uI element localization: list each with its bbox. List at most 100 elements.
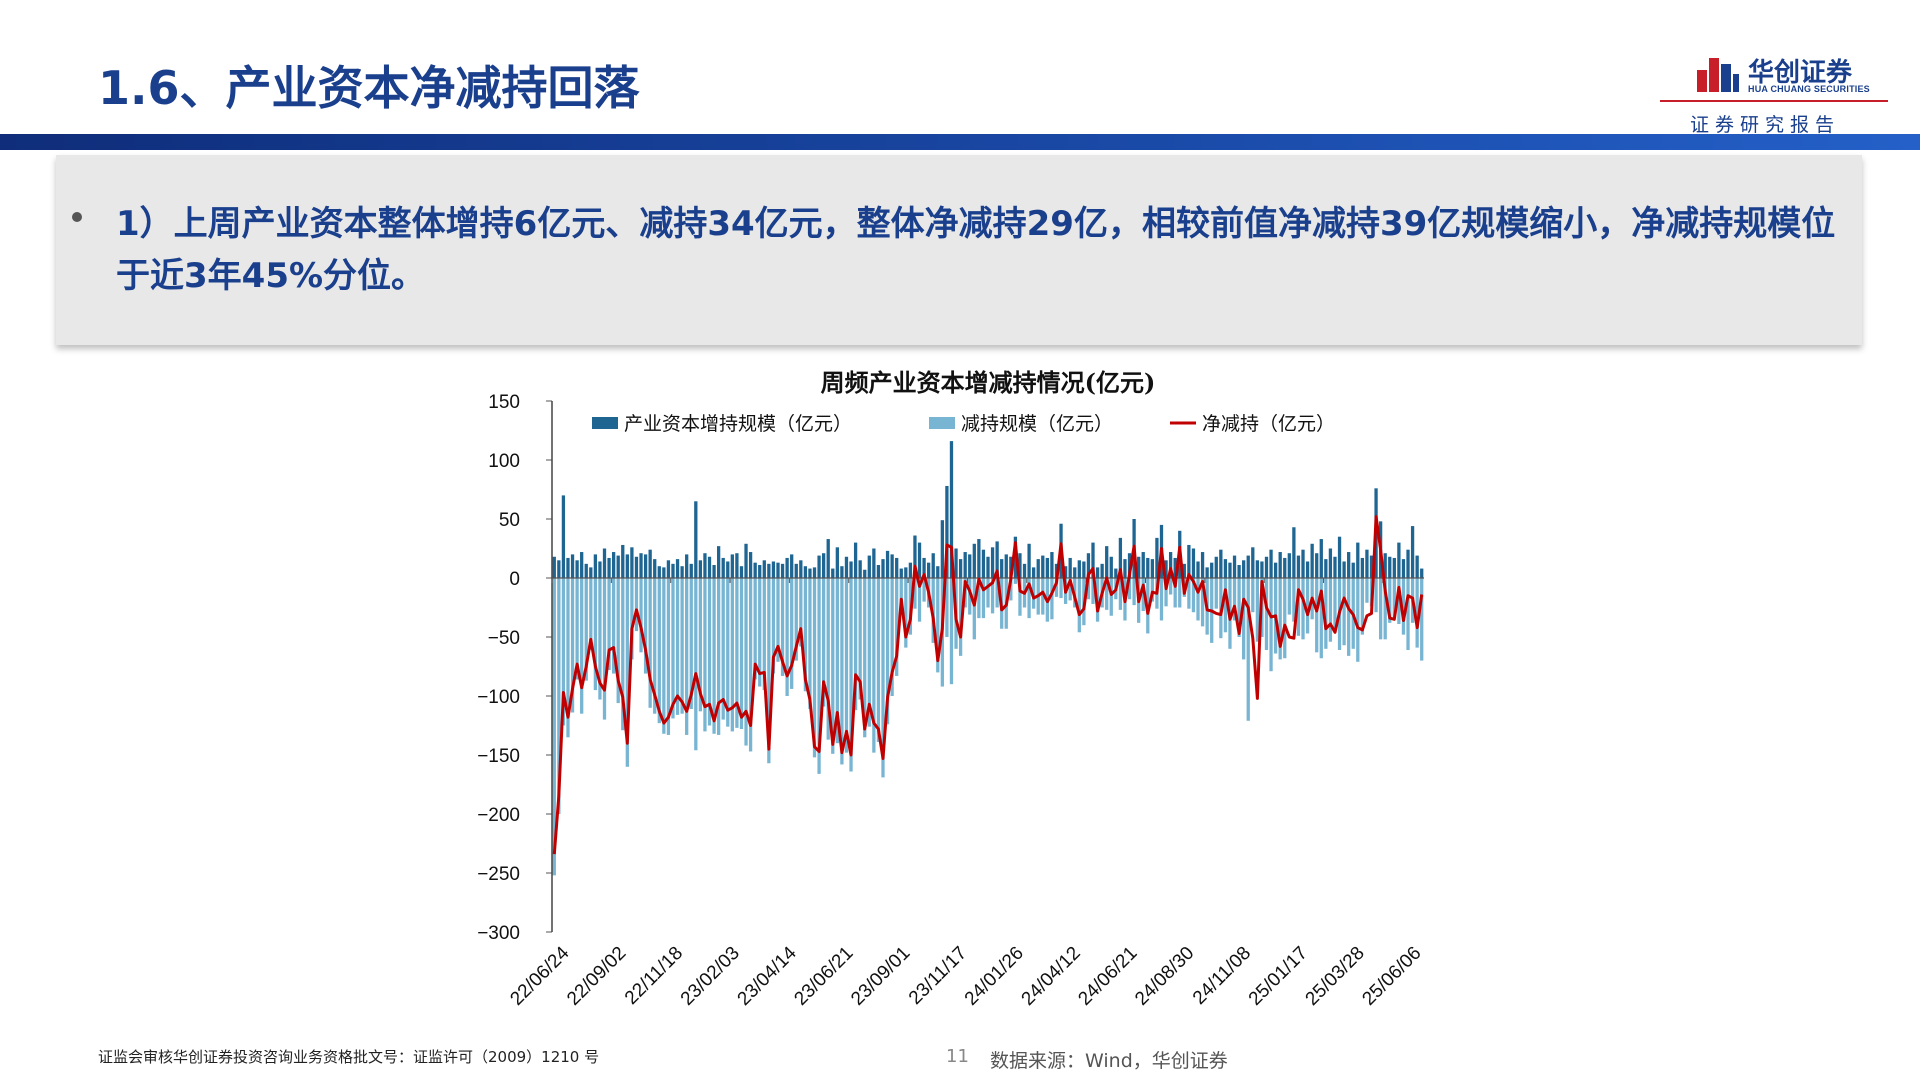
increase-bar	[931, 553, 935, 578]
increase-bar	[1022, 563, 1027, 578]
increase-bar	[895, 557, 899, 578]
decrease-bar	[1050, 578, 1054, 620]
decrease-bar	[831, 578, 835, 754]
decrease-bar	[1328, 578, 1333, 642]
y-tick-label: −150	[477, 746, 520, 767]
x-tick-label: 22/06/24	[506, 942, 573, 1009]
increase-bar	[584, 563, 588, 578]
decrease-bar	[876, 578, 881, 743]
decrease-bar	[1333, 578, 1337, 633]
increase-bar	[1392, 557, 1396, 578]
y-tick-label: 100	[488, 451, 520, 472]
x-tick-label: 25/03/28	[1302, 943, 1369, 1010]
decrease-bar	[712, 578, 716, 734]
decrease-bar	[945, 578, 949, 637]
x-tick-label: 23/04/14	[734, 942, 801, 1009]
increase-bar	[694, 501, 698, 578]
increase-bar	[648, 549, 652, 578]
increase-bar	[1342, 561, 1346, 578]
decrease-bar	[1054, 578, 1059, 597]
increase-bar	[570, 554, 575, 578]
decrease-bar	[552, 578, 556, 876]
increase-bar	[858, 560, 862, 578]
decrease-bar	[1105, 578, 1109, 610]
increase-bar	[977, 539, 981, 578]
decrease-bar	[904, 578, 908, 648]
decrease-bar	[1388, 578, 1392, 623]
decrease-bar	[689, 578, 693, 709]
increase-bar	[1301, 549, 1305, 578]
decrease-bar	[685, 578, 689, 735]
x-tick-label: 24/04/12	[1018, 943, 1085, 1010]
increase-bar	[1292, 527, 1296, 578]
decrease-bar	[1246, 578, 1250, 721]
x-tick-label: 24/08/30	[1131, 943, 1198, 1010]
increase-bar	[1269, 549, 1273, 578]
bullet-icon	[72, 212, 82, 222]
decrease-bar	[1009, 578, 1013, 601]
decrease-bar	[949, 578, 954, 685]
decrease-bar	[981, 578, 986, 619]
increase-bar	[1242, 560, 1246, 578]
decrease-bar	[657, 578, 661, 724]
logo-text: 华创证券	[1748, 58, 1853, 88]
increase-bar	[1095, 567, 1100, 578]
increase-bar	[662, 567, 666, 578]
decrease-bar	[1164, 578, 1168, 607]
decrease-bar	[1168, 578, 1173, 595]
decrease-bar	[675, 578, 680, 715]
decrease-bar	[1214, 578, 1218, 609]
license-note: 证监会审核华创证券投资咨询业务资格批文号：证监许可（2009）1210 号	[98, 1048, 600, 1066]
decrease-bar	[1406, 578, 1410, 650]
increase-bar	[666, 560, 671, 578]
increase-bar	[1319, 539, 1323, 578]
decrease-bar	[1251, 578, 1255, 613]
increase-bar	[589, 567, 593, 578]
decrease-bar	[1086, 578, 1091, 600]
increase-bar	[1237, 565, 1241, 578]
decrease-bar	[616, 578, 620, 704]
x-tick-label: 22/11/18	[621, 943, 687, 1009]
decrease-bar	[1342, 578, 1346, 646]
x-tick-label: 23/06/21	[790, 943, 857, 1010]
decrease-bar	[1041, 578, 1045, 615]
increase-bar	[557, 560, 561, 578]
decrease-bar	[1347, 578, 1351, 656]
decrease-bar	[580, 578, 584, 714]
decrease-bar	[1264, 578, 1269, 650]
increase-bar	[822, 553, 826, 578]
increase-bar	[730, 554, 734, 578]
decrease-bar	[881, 578, 885, 778]
decrease-bar	[917, 578, 922, 622]
decrease-bar	[1397, 578, 1401, 625]
increase-bar	[958, 559, 963, 578]
decrease-bar	[694, 578, 698, 751]
increase-bar	[876, 565, 881, 578]
increase-bar	[680, 566, 684, 578]
increase-bar	[1091, 542, 1095, 578]
increase-bar	[643, 554, 648, 578]
increase-bar	[1050, 552, 1054, 578]
increase-bar	[1137, 556, 1141, 578]
decrease-bar	[602, 578, 607, 720]
increase-bar	[1273, 562, 1278, 578]
decrease-bar	[716, 578, 721, 735]
decrease-bar	[1255, 578, 1260, 642]
increase-bar	[1114, 568, 1118, 578]
increase-bar	[1356, 542, 1360, 578]
increase-bar	[653, 559, 657, 578]
decrease-bar	[570, 578, 575, 713]
x-tick-label: 23/09/01	[847, 943, 914, 1010]
decrease-bar	[598, 578, 602, 700]
y-tick-label: −300	[477, 923, 520, 944]
increase-bar	[1310, 543, 1314, 578]
increase-bar	[927, 562, 931, 578]
increase-bar	[1173, 557, 1177, 578]
increase-bar	[1397, 542, 1401, 578]
decrease-bar	[762, 578, 766, 691]
increase-bar	[1196, 561, 1200, 578]
y-tick-label: −200	[477, 805, 520, 826]
y-tick-label: 150	[488, 392, 520, 413]
decrease-bar	[653, 578, 657, 714]
